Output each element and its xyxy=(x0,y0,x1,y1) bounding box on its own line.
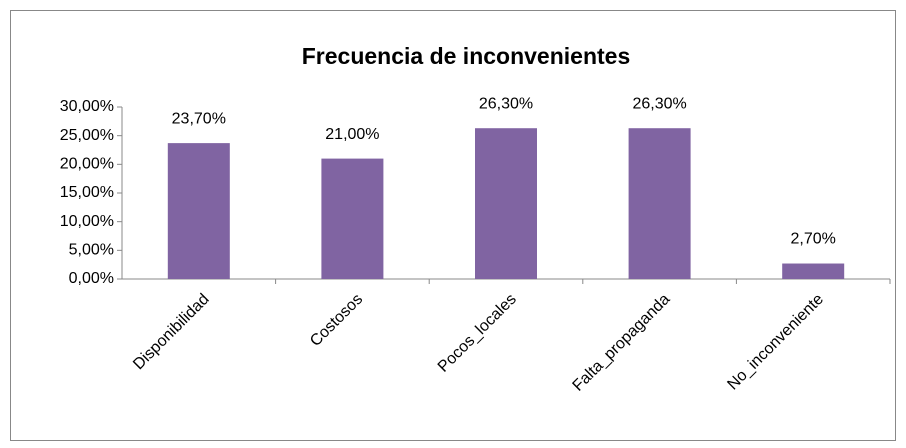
value-label: 26,30% xyxy=(632,95,686,112)
chart-title: Frecuencia de inconvenientes xyxy=(302,43,631,69)
y-tick-label: 5,00% xyxy=(69,242,114,259)
value-label: 23,70% xyxy=(172,110,226,127)
y-tick-label: 15,00% xyxy=(60,184,114,201)
y-tick-label: 0,00% xyxy=(69,270,114,287)
y-tick-label: 30,00% xyxy=(60,98,114,115)
chart-frame xyxy=(10,10,896,441)
bar xyxy=(628,128,691,279)
y-tick-label: 20,00% xyxy=(60,156,114,173)
bar xyxy=(167,143,230,279)
bar xyxy=(321,158,384,279)
y-tick-label: 25,00% xyxy=(60,127,114,144)
value-label: 2,70% xyxy=(791,231,836,248)
value-label: 21,00% xyxy=(325,126,379,143)
bar xyxy=(475,128,537,279)
y-tick-label: 10,00% xyxy=(60,213,114,230)
bar xyxy=(782,263,845,279)
value-label: 26,30% xyxy=(479,95,533,112)
